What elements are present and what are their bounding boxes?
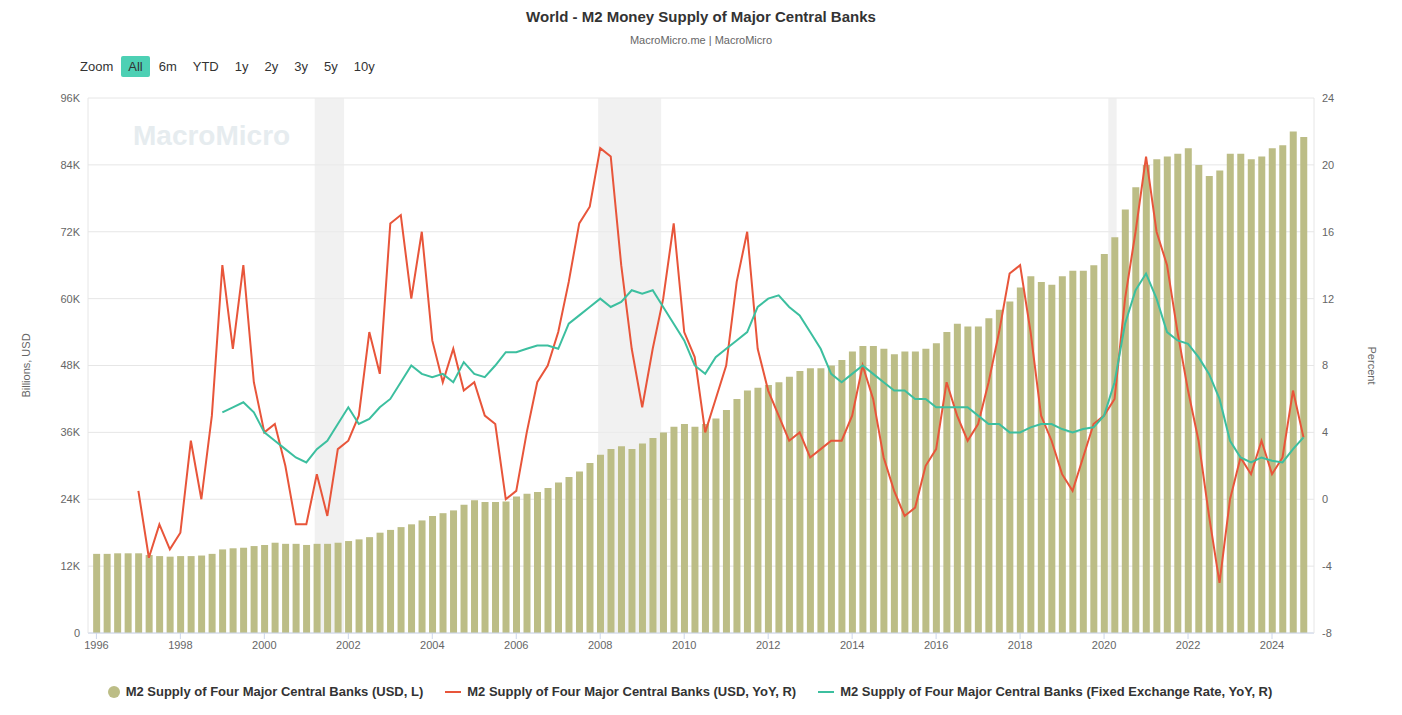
svg-text:1996: 1996 xyxy=(84,639,108,651)
html-text:M2 Supply of Four Major Centra: M2 Supply of Four Major Central Banks (F… xyxy=(840,684,1273,699)
svg-text:12: 12 xyxy=(1322,293,1334,305)
svg-text:2002: 2002 xyxy=(336,639,360,651)
svg-text:24K: 24K xyxy=(60,493,80,505)
svg-text:2020: 2020 xyxy=(1092,639,1116,651)
svg-text:2014: 2014 xyxy=(840,639,864,651)
html-text:MacroMicro: MacroMicro xyxy=(133,120,291,151)
html-text:2y: 2y xyxy=(264,59,279,74)
html-text:10y: 10y xyxy=(353,59,375,74)
svg-text:2000: 2000 xyxy=(252,639,276,651)
html-text:YTD: YTD xyxy=(192,59,219,74)
html-text:6m: 6m xyxy=(158,59,177,74)
html-text:World - M2 Money Supply of Maj: World - M2 Money Supply of Major Central… xyxy=(526,8,876,25)
html-text:M2 Supply of Four Major Centra: M2 Supply of Four Major Central Banks (U… xyxy=(125,684,424,699)
svg-text:Billions, USD: Billions, USD xyxy=(20,333,32,397)
svg-text:2010: 2010 xyxy=(672,639,696,651)
svg-text:20: 20 xyxy=(1322,159,1334,171)
html-text:MacroMicro.me | MacroMicro: MacroMicro.me | MacroMicro xyxy=(629,34,773,46)
svg-text:-4: -4 xyxy=(1322,560,1332,572)
svg-text:2022: 2022 xyxy=(1176,639,1200,651)
svg-text:36K: 36K xyxy=(60,426,80,438)
html-text:5y: 5y xyxy=(324,59,338,74)
svg-text:12K: 12K xyxy=(60,560,80,572)
svg-text:72K: 72K xyxy=(60,226,80,238)
svg-text:8: 8 xyxy=(1322,359,1328,371)
html-text:All: All xyxy=(128,59,143,74)
html-text:3y: 3y xyxy=(294,59,308,74)
svg-text:-8: -8 xyxy=(1322,627,1332,639)
svg-text:0: 0 xyxy=(74,627,80,639)
svg-text:0: 0 xyxy=(1322,493,1328,505)
svg-text:84K: 84K xyxy=(60,159,80,171)
svg-text:4: 4 xyxy=(1322,426,1328,438)
svg-text:96K: 96K xyxy=(60,92,80,104)
html-text:M2 Supply of Four Major Centra: M2 Supply of Four Major Central Banks (U… xyxy=(467,684,797,699)
svg-text:2024: 2024 xyxy=(1260,639,1284,651)
svg-text:24: 24 xyxy=(1322,92,1334,104)
svg-text:1998: 1998 xyxy=(168,639,192,651)
svg-text:2004: 2004 xyxy=(420,639,444,651)
svg-text:2016: 2016 xyxy=(924,639,948,651)
svg-text:2006: 2006 xyxy=(504,639,528,651)
html-text:1y: 1y xyxy=(234,59,249,74)
svg-text:16: 16 xyxy=(1322,226,1334,238)
svg-text:2012: 2012 xyxy=(756,639,780,651)
svg-text:Percent: Percent xyxy=(1366,347,1378,385)
svg-text:48K: 48K xyxy=(60,359,80,371)
svg-text:2008: 2008 xyxy=(588,639,612,651)
svg-text:60K: 60K xyxy=(60,293,80,305)
html-text:Zoom: Zoom xyxy=(80,59,114,74)
svg-text:2018: 2018 xyxy=(1008,639,1032,651)
